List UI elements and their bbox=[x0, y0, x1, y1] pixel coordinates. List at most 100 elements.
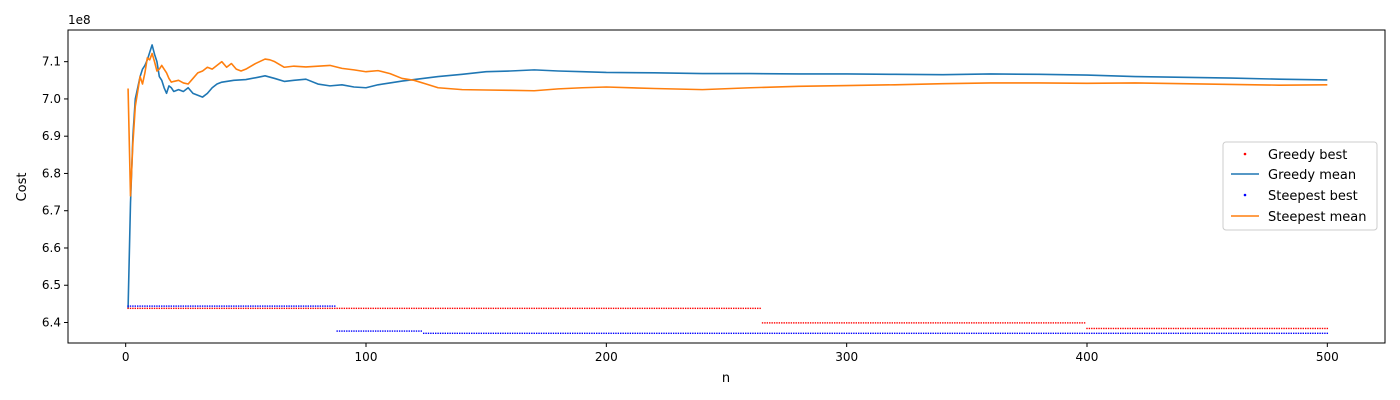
steepest-best-point bbox=[889, 332, 891, 335]
steepest-best-point bbox=[430, 332, 432, 335]
greedy-best-point bbox=[422, 307, 425, 310]
steepest-best-point bbox=[466, 332, 468, 335]
greedy-best-point bbox=[1319, 327, 1321, 330]
greedy-best-point bbox=[862, 322, 865, 324]
greedy-best-point bbox=[747, 307, 749, 310]
steepest-best-point bbox=[629, 332, 632, 335]
steepest-best-point bbox=[843, 332, 845, 335]
steepest-best-point bbox=[1192, 332, 1194, 335]
greedy-best-point bbox=[261, 307, 264, 310]
steepest-best-point bbox=[398, 330, 401, 332]
steepest-best-point bbox=[1107, 332, 1110, 335]
greedy-best-point bbox=[485, 307, 487, 310]
greedy-best-point bbox=[821, 322, 824, 324]
greedy-best-point bbox=[1095, 327, 1098, 330]
greedy-best-point bbox=[509, 307, 511, 310]
steepest-best-point bbox=[824, 332, 826, 335]
greedy-best-point bbox=[1038, 322, 1040, 324]
steepest-best-point bbox=[497, 332, 499, 335]
greedy-best-point bbox=[701, 307, 704, 310]
greedy-best-point bbox=[802, 322, 805, 324]
steepest-best-point bbox=[1276, 332, 1278, 335]
steepest-best-point bbox=[341, 330, 343, 332]
steepest-best-point bbox=[694, 332, 696, 335]
steepest-best-point bbox=[687, 332, 689, 335]
steepest-best-point bbox=[569, 332, 571, 335]
greedy-best-point bbox=[237, 307, 240, 310]
steepest-best-point bbox=[139, 305, 141, 307]
x-tick-label: 400 bbox=[1076, 350, 1099, 364]
greedy-best-point bbox=[346, 307, 348, 310]
steepest-best-point bbox=[754, 332, 757, 335]
steepest-best-point bbox=[857, 332, 860, 335]
steepest-best-point bbox=[1153, 332, 1155, 335]
greedy-best-point bbox=[1103, 327, 1105, 330]
greedy-best-point bbox=[478, 307, 480, 310]
y-axis-label: Cost bbox=[15, 173, 30, 202]
steepest-best-point bbox=[1254, 332, 1256, 335]
greedy-best-point bbox=[314, 307, 317, 310]
steepest-best-point bbox=[1086, 332, 1088, 335]
steepest-best-point bbox=[1033, 332, 1035, 335]
steepest-best-point bbox=[521, 332, 523, 335]
greedy-best-point bbox=[639, 307, 641, 310]
steepest-best-point bbox=[591, 332, 593, 335]
greedy-best-point bbox=[221, 307, 223, 310]
steepest-best-point bbox=[1004, 332, 1006, 335]
steepest-best-point bbox=[175, 305, 177, 307]
greedy-best-point bbox=[310, 307, 312, 310]
greedy-best-point bbox=[406, 307, 408, 310]
steepest-best-point bbox=[574, 332, 576, 335]
greedy-best-point bbox=[961, 322, 963, 324]
steepest-best-point bbox=[617, 332, 620, 335]
greedy-best-point bbox=[331, 307, 334, 310]
greedy-best-point bbox=[550, 307, 552, 310]
steepest-best-point bbox=[1168, 332, 1170, 335]
steepest-best-point bbox=[982, 332, 985, 335]
greedy-best-point bbox=[704, 307, 706, 310]
steepest-best-point bbox=[350, 330, 353, 332]
steepest-best-point bbox=[759, 332, 761, 335]
steepest-best-point bbox=[1021, 332, 1023, 335]
greedy-best-point bbox=[269, 307, 271, 310]
steepest-best-point bbox=[1256, 332, 1259, 335]
steepest-best-point bbox=[216, 305, 218, 307]
greedy-best-point bbox=[533, 307, 535, 310]
steepest-best-point bbox=[807, 332, 809, 335]
x-tick-label: 200 bbox=[595, 350, 618, 364]
greedy-best-point bbox=[139, 307, 141, 310]
steepest-best-point bbox=[829, 332, 831, 335]
greedy-best-point bbox=[1237, 327, 1240, 330]
greedy-best-point bbox=[1290, 327, 1292, 330]
greedy-best-point bbox=[521, 307, 523, 310]
steepest-best-point bbox=[1309, 332, 1312, 335]
greedy-best-point bbox=[398, 307, 401, 310]
greedy-best-point bbox=[492, 307, 495, 310]
greedy-best-point bbox=[242, 307, 245, 310]
greedy-best-point bbox=[1088, 327, 1091, 330]
steepest-best-point bbox=[826, 332, 829, 335]
greedy-best-point bbox=[156, 307, 158, 310]
steepest-best-point bbox=[386, 330, 389, 332]
greedy-best-point bbox=[540, 307, 543, 310]
steepest-best-point bbox=[1264, 332, 1266, 335]
steepest-best-point bbox=[764, 332, 766, 335]
steepest-best-point bbox=[1235, 332, 1237, 335]
greedy-best-point bbox=[843, 322, 845, 324]
steepest-best-point bbox=[862, 332, 865, 335]
greedy-best-point bbox=[932, 322, 934, 324]
greedy-best-point bbox=[949, 322, 951, 324]
greedy-best-point bbox=[343, 307, 346, 310]
steepest-best-point bbox=[1119, 332, 1122, 335]
greedy-best-point bbox=[1184, 327, 1187, 330]
steepest-best-point bbox=[1050, 332, 1052, 335]
steepest-best-point bbox=[283, 305, 285, 307]
steepest-best-point bbox=[1083, 332, 1086, 335]
steepest-best-point bbox=[1045, 332, 1047, 335]
greedy-best-point bbox=[451, 307, 454, 310]
greedy-best-point bbox=[1220, 327, 1223, 330]
steepest-best-point bbox=[247, 305, 249, 307]
steepest-best-point bbox=[740, 332, 742, 335]
steepest-best-point bbox=[1297, 332, 1300, 335]
greedy-best-point bbox=[1119, 327, 1122, 330]
